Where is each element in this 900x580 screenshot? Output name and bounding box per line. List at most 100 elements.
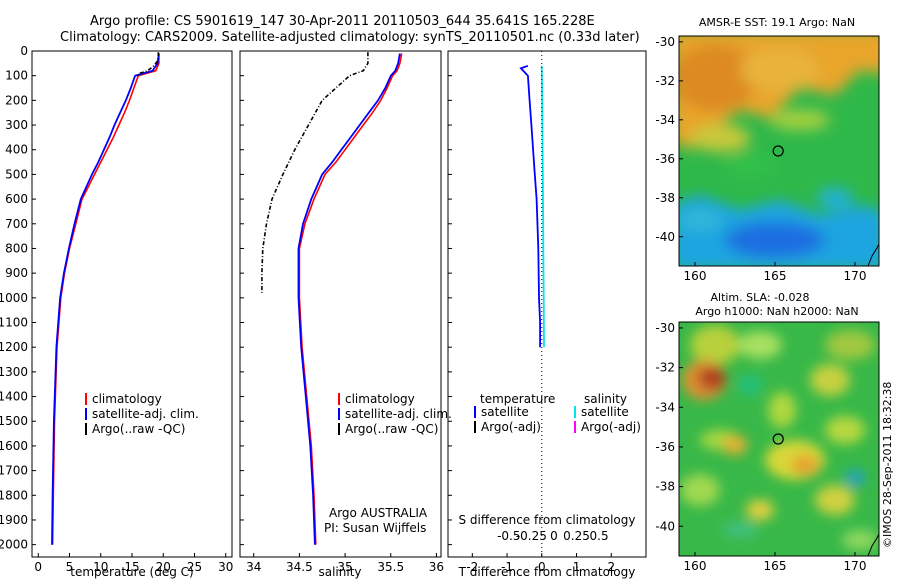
- depth-tick-label: 400: [5, 143, 28, 157]
- map-y-tick-label: -32: [655, 361, 675, 375]
- depth-tick-label: 1500: [0, 414, 28, 428]
- sla-map-title: Altim. SLA: -0.028: [710, 291, 809, 304]
- figure-title-line2: Climatology: CARS2009. Satellite-adjuste…: [60, 30, 640, 45]
- x-tick-label: 10: [93, 560, 108, 574]
- legend-label-t-argo: Argo(-adj): [481, 420, 541, 434]
- map-y-tick-label: -30: [655, 35, 675, 49]
- map-x-tick-label: 170: [844, 559, 867, 573]
- map-y-tick-label: -40: [655, 519, 675, 533]
- salinity-xlabel: salinity: [318, 565, 361, 579]
- salinity-legend: climatology satellite-adj. clim. Argo(..…: [324, 392, 452, 535]
- figure-title-line1: Argo profile: CS 5901619_147 30-Apr-2011…: [90, 14, 595, 29]
- x-tick-label: 0.5: [590, 529, 609, 543]
- legend-header-salinity: salinity: [584, 392, 627, 406]
- map-y-tick-label: -34: [655, 400, 675, 414]
- legend-label-climatology: climatology: [345, 392, 415, 406]
- x-tick-label: 34: [246, 560, 261, 574]
- argo-line: [261, 52, 369, 293]
- legend-header-temperature: temperature: [480, 392, 555, 406]
- x-tick-label: 20: [156, 560, 171, 574]
- satellite-adj-line: [51, 53, 160, 545]
- map-y-tick-label: -30: [655, 321, 675, 335]
- sla-map-subtitle: Argo h1000: NaN h2000: NaN: [695, 305, 858, 318]
- argo-line: [136, 52, 160, 77]
- temperature-xlabel: temperature (deg C): [70, 565, 193, 579]
- depth-tick-label: 100: [5, 69, 28, 83]
- map-x-tick-label: 160: [684, 269, 707, 283]
- t-difference-xlabel: T difference from climatology: [458, 565, 636, 579]
- argo-program-label: Argo AUSTRALIA: [329, 506, 428, 520]
- depth-tick-label: 1400: [0, 390, 28, 404]
- depth-tick-label: 1900: [0, 513, 28, 527]
- map-y-tick-label: -34: [655, 113, 675, 127]
- salinity-profiles: [261, 52, 403, 545]
- x-tick-label: 36: [429, 560, 444, 574]
- sst-map-title: AMSR-E SST: 19.1 Argo: NaN: [699, 16, 855, 29]
- x-tick-label: 0.25: [563, 529, 590, 543]
- x-tick-label: -0.5: [497, 529, 520, 543]
- map-y-tick-label: -40: [655, 230, 675, 244]
- difference-profiles: [519, 64, 545, 348]
- s-difference-xlabel: S difference from climatology: [459, 513, 636, 527]
- s-difference-satellite-line: [540, 65, 545, 348]
- legend-label-satellite: satellite-adj. clim.: [345, 407, 452, 421]
- map-x-tick-label: 160: [684, 559, 707, 573]
- sla-map: Altim. SLA: -0.028 Argo h1000: NaN h2000…: [655, 291, 880, 573]
- depth-tick-label: 1000: [0, 291, 28, 305]
- x-tick-label: 35.5: [377, 560, 404, 574]
- sst-map: AMSR-E SST: 19.1 Argo: NaN 160 165 170 -30 -…: [655, 16, 880, 283]
- map-y-tick-label: -32: [655, 74, 675, 88]
- x-tick-label: 25: [187, 560, 202, 574]
- legend-label-t-satellite: satellite: [481, 405, 529, 419]
- temperature-x-axis: 0 5 10 15 20 25 30: [34, 553, 233, 574]
- depth-tick-label: 700: [5, 217, 28, 231]
- sst-map-field: [679, 36, 879, 266]
- depth-tick-label: 1200: [0, 340, 28, 354]
- x-tick-label: 15: [124, 560, 139, 574]
- sst-map-axes: 160 165 170 -30 -32 -34 -36 -38 -40: [655, 35, 866, 283]
- satellite-adj-line: [297, 53, 401, 545]
- x-tick-label: 5: [66, 560, 74, 574]
- x-tick-label: 0: [538, 560, 546, 574]
- temperature-legend: climatology satellite-adj. clim. Argo(..…: [85, 392, 199, 436]
- depth-tick-label: 1300: [0, 365, 28, 379]
- map-x-tick-label: 165: [764, 559, 787, 573]
- map-y-tick-label: -38: [655, 480, 675, 494]
- depth-tick-label: 1600: [0, 439, 28, 453]
- legend-label-s-satellite: satellite: [581, 405, 629, 419]
- map-y-tick-label: -36: [655, 440, 675, 454]
- sla-map-axes: 160 165 170 -30 -32 -34 -36 -38 -40: [655, 321, 866, 573]
- x-tick-label: 0: [550, 529, 558, 543]
- depth-tick-label: 900: [5, 266, 28, 280]
- x-tick-label: -0.25: [516, 529, 547, 543]
- depth-tick-label: 300: [5, 118, 28, 132]
- salinity-x-axis: 34 34.5 35 35.5 36: [246, 553, 444, 574]
- x-tick-label: 1: [573, 560, 581, 574]
- depth-tick-label: 1100: [0, 316, 28, 330]
- t-difference-satellite-line: [519, 64, 541, 348]
- salinity-panel-frame: [239, 50, 442, 558]
- pi-name-label: PI: Susan Wijffels: [324, 521, 426, 535]
- x-tick-label: 0: [34, 560, 42, 574]
- depth-tick-label: 200: [5, 93, 28, 107]
- depth-tick-label: 0: [20, 44, 28, 58]
- difference-legend: temperature satellite Argo(-adj) salinit…: [474, 392, 641, 434]
- depth-tick-label: 2000: [0, 538, 28, 552]
- x-tick-label: 2: [607, 560, 615, 574]
- legend-label-satellite: satellite-adj. clim.: [92, 407, 199, 421]
- x-tick-label: -2: [466, 560, 478, 574]
- depth-tick-label: 1700: [0, 464, 28, 478]
- map-x-tick-label: 165: [764, 269, 787, 283]
- difference-x-axis: -2 -1 0 1 2-0.5-0.25 0 0.25 0.5: [466, 529, 615, 574]
- temperature-profiles: [51, 52, 160, 545]
- x-tick-label: 30: [218, 560, 233, 574]
- depth-tick-label: 500: [5, 167, 28, 181]
- difference-panel-frame: [447, 50, 647, 558]
- sla-map-field: [679, 322, 879, 556]
- temperature-panel-frame: [31, 50, 233, 558]
- depth-tick-label: 600: [5, 192, 28, 206]
- legend-label-s-argo: Argo(-adj): [581, 420, 641, 434]
- x-tick-label: 35: [337, 560, 352, 574]
- depth-tick-label: 1800: [0, 488, 28, 502]
